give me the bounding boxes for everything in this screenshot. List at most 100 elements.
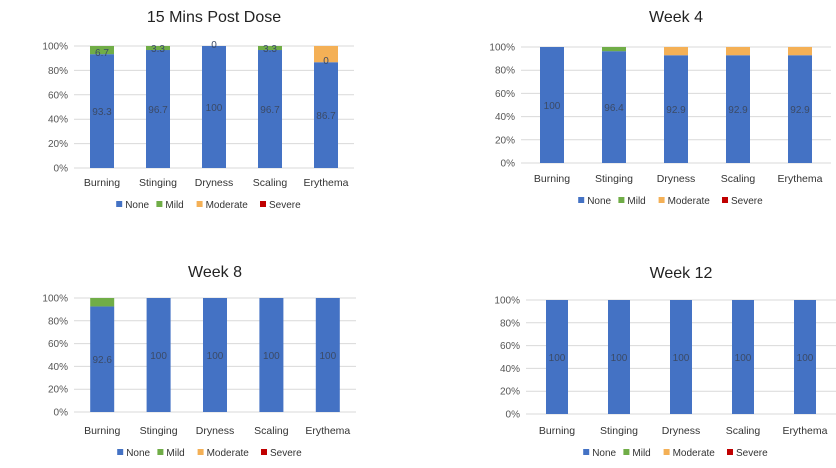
legend-swatch-none xyxy=(117,449,124,455)
x-category-label: Scaling xyxy=(721,173,756,185)
data-label: 3.3 xyxy=(151,44,165,55)
y-tick-label: 80% xyxy=(48,316,68,327)
data-label: 0 xyxy=(211,40,217,51)
x-category-label: Dryness xyxy=(196,425,235,437)
legend-swatch-severe xyxy=(261,449,267,455)
y-tick-label: 20% xyxy=(495,135,515,146)
legend-swatch-severe xyxy=(722,197,728,203)
bar-segment-none xyxy=(203,298,227,412)
legend-swatch-none xyxy=(116,201,123,207)
data-label: 3.3 xyxy=(263,44,277,55)
y-tick-label: 60% xyxy=(500,341,520,352)
x-category-label: Stinging xyxy=(139,177,177,189)
chart-panel-15-mins-post-dose: 15 Mins Post Dose 0% 20% 40% 60% 80% 100% Burni… xyxy=(0,0,418,234)
y-tick-label: 80% xyxy=(495,66,515,77)
bar-segment-none xyxy=(315,298,340,412)
data-label: 92.9 xyxy=(666,105,686,116)
x-category-label: Stinging xyxy=(595,173,633,185)
y-tick-label: 20% xyxy=(48,385,68,396)
bar-segment-mild xyxy=(146,46,170,51)
x-category-label: Burning xyxy=(84,177,120,189)
bar-segment-none xyxy=(146,50,170,168)
data-label: 100 xyxy=(797,353,814,364)
data-label: 100 xyxy=(319,351,336,362)
bar-segment-mild xyxy=(258,46,282,51)
y-tick-label: 60% xyxy=(48,90,68,101)
legend-label: Mild xyxy=(627,196,645,207)
bar-segment-none xyxy=(546,300,568,414)
data-label: 92.9 xyxy=(728,105,748,116)
y-tick-label: 0% xyxy=(501,159,516,170)
legend-swatch-none xyxy=(583,449,590,455)
x-category-label: Dryness xyxy=(662,425,701,437)
data-label: 100 xyxy=(673,353,690,364)
legend-swatch-moderate xyxy=(197,449,204,455)
bar-segment-none xyxy=(670,300,692,414)
x-category-label: Stinging xyxy=(140,425,178,437)
bar-segment-none xyxy=(664,55,688,163)
legend-label: Mild xyxy=(166,448,184,459)
y-tick-label: 0% xyxy=(506,410,521,421)
bar-segment-none xyxy=(726,55,750,163)
legend-label: Severe xyxy=(736,448,768,459)
bar-segment-moderate xyxy=(788,47,812,56)
data-label: 92.6 xyxy=(92,355,112,366)
bar-segment-none xyxy=(146,298,171,412)
legend-label: None xyxy=(592,448,616,459)
data-label: 92.9 xyxy=(790,105,810,116)
legend-label: Severe xyxy=(270,448,302,459)
y-tick-label: 40% xyxy=(48,115,68,126)
bar-segment-none xyxy=(540,47,564,163)
bar-segment-none xyxy=(602,51,626,164)
data-label: 100 xyxy=(611,353,628,364)
legend-label: Mild xyxy=(165,200,183,211)
x-category-label: Erythema xyxy=(778,173,823,185)
data-label: 96.7 xyxy=(260,105,280,116)
bar-segment-moderate xyxy=(664,47,688,56)
chart-panel-week-12: Week 12 0% 20% 40% 60% 80% 100% Burning Stinging… xyxy=(418,234,836,468)
y-tick-label: 0% xyxy=(54,408,69,419)
chart-panel-week-8: Week 8 0% 20% 40% 60% 80% 100% Burning Stinging D… xyxy=(0,234,418,468)
legend-swatch-mild xyxy=(623,449,630,455)
legend-label: Severe xyxy=(731,196,763,207)
y-tick-label: 100% xyxy=(489,43,515,54)
data-label: 100 xyxy=(735,353,752,364)
x-category-label: Stinging xyxy=(600,425,638,437)
legend-swatch-severe xyxy=(260,201,266,207)
legend-swatch-mild xyxy=(156,201,163,207)
bar-segment-none xyxy=(788,55,812,163)
x-category-label: Erythema xyxy=(304,177,349,189)
y-tick-label: 80% xyxy=(500,318,520,329)
legend-label: Mild xyxy=(632,448,650,459)
data-label: 96.7 xyxy=(148,105,168,116)
chart-title: Week 8 xyxy=(188,264,242,281)
chart-title: Week 12 xyxy=(650,265,713,282)
stacked-bar-chart: Week 12 0% 20% 40% 60% 80% 100% Burning Stinging… xyxy=(494,265,836,459)
y-tick-label: 100% xyxy=(494,296,520,307)
y-tick-label: 60% xyxy=(48,339,68,350)
x-category-label: Burning xyxy=(84,425,120,437)
chart-panel-week-4: Week 4 0% 20% 40% 60% 80% 100% Burning Stinging D… xyxy=(418,0,836,234)
x-category-label: Scaling xyxy=(254,425,289,437)
data-label: 100 xyxy=(549,353,566,364)
legend-swatch-moderate xyxy=(196,201,203,207)
bar-segment-none xyxy=(90,54,114,169)
stacked-bar-chart: Week 8 0% 20% 40% 60% 80% 100% Burning Stinging D… xyxy=(42,264,356,459)
y-tick-label: 0% xyxy=(54,164,69,175)
legend-swatch-none xyxy=(578,197,585,203)
chart-title: Week 4 xyxy=(649,9,703,26)
legend-swatch-mild xyxy=(157,449,164,455)
legend-label: Moderate xyxy=(206,200,249,211)
data-label: 100 xyxy=(206,103,223,114)
data-label: 100 xyxy=(150,351,167,362)
legend-swatch-moderate xyxy=(658,197,665,203)
x-category-label: Burning xyxy=(539,425,575,437)
bar-segment-none xyxy=(202,46,226,168)
y-tick-label: 20% xyxy=(500,387,520,398)
bar-segment-none xyxy=(608,300,630,414)
bar-segment-none xyxy=(259,298,284,412)
x-category-label: Erythema xyxy=(783,425,828,437)
bar-segment-moderate xyxy=(726,47,750,56)
x-category-label: Scaling xyxy=(253,177,288,189)
legend-label: Moderate xyxy=(673,448,716,459)
